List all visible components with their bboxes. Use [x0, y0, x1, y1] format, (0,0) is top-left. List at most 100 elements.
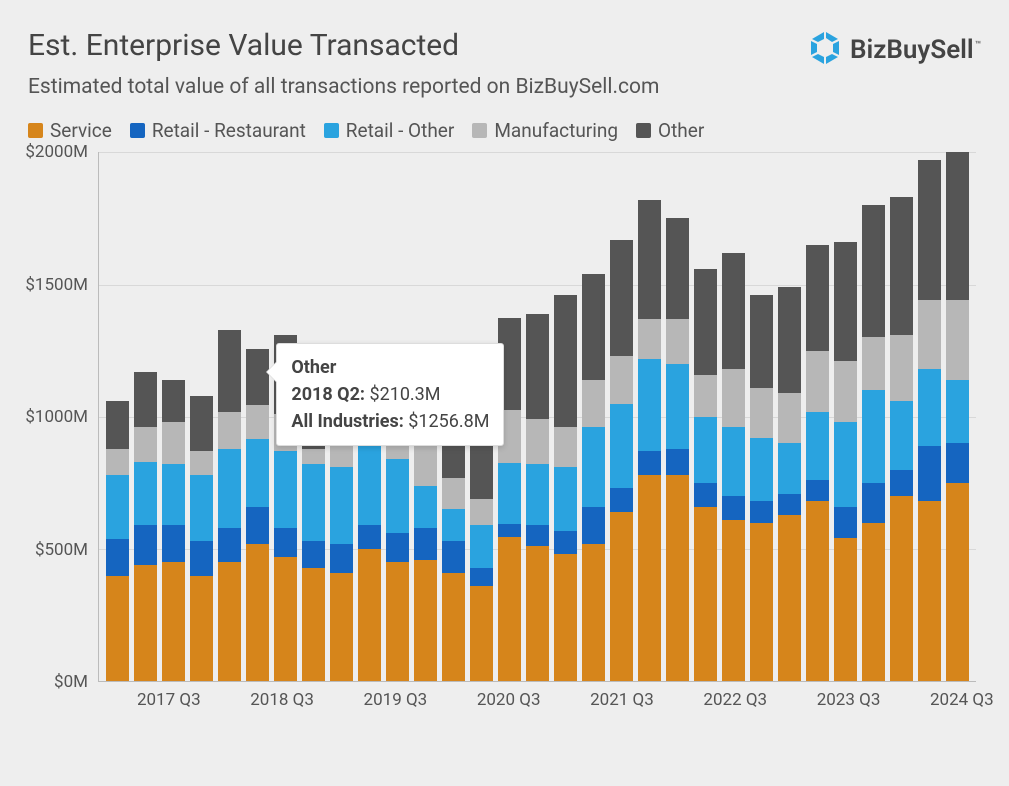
- bar-segment-service[interactable]: [414, 560, 437, 682]
- bar-segment-manufacturing[interactable]: [302, 449, 325, 465]
- bar[interactable]: [246, 349, 269, 681]
- bar-segment-restaurant[interactable]: [890, 470, 913, 496]
- bar-segment-other[interactable]: [526, 314, 549, 420]
- bar-segment-restaurant[interactable]: [470, 568, 493, 587]
- bar-segment-manufacturing[interactable]: [526, 419, 549, 464]
- bar-segment-manufacturing[interactable]: [162, 422, 185, 464]
- bar-segment-manufacturing[interactable]: [190, 451, 213, 475]
- bar-segment-retail_other[interactable]: [162, 464, 185, 525]
- bar-segment-manufacturing[interactable]: [750, 388, 773, 438]
- bar-segment-retail_other[interactable]: [666, 364, 689, 449]
- bar-segment-retail_other[interactable]: [498, 463, 521, 524]
- bar-segment-retail_other[interactable]: [834, 422, 857, 507]
- bar[interactable]: [918, 160, 941, 681]
- bar-segment-manufacturing[interactable]: [470, 499, 493, 525]
- bar-segment-retail_other[interactable]: [806, 412, 829, 481]
- bar-segment-service[interactable]: [750, 523, 773, 682]
- bar-segment-manufacturing[interactable]: [778, 393, 801, 443]
- bar-segment-restaurant[interactable]: [862, 483, 885, 523]
- bar-segment-manufacturing[interactable]: [582, 380, 605, 428]
- bar-segment-manufacturing[interactable]: [134, 427, 157, 461]
- bar-segment-restaurant[interactable]: [918, 446, 941, 502]
- bar-segment-restaurant[interactable]: [218, 528, 241, 562]
- bar-segment-service[interactable]: [106, 576, 129, 682]
- bar[interactable]: [722, 253, 745, 681]
- bar-segment-restaurant[interactable]: [386, 533, 409, 562]
- bar[interactable]: [638, 200, 661, 681]
- bar[interactable]: [946, 152, 969, 681]
- bar-segment-retail_other[interactable]: [918, 369, 941, 446]
- bar[interactable]: [302, 414, 325, 681]
- bar-segment-service[interactable]: [918, 501, 941, 681]
- bar-segment-manufacturing[interactable]: [414, 443, 437, 485]
- bar[interactable]: [834, 242, 857, 681]
- bar-segment-retail_other[interactable]: [134, 462, 157, 525]
- bar-segment-retail_other[interactable]: [946, 380, 969, 443]
- bar-segment-service[interactable]: [554, 554, 577, 681]
- legend-item-restaurant[interactable]: Retail - Restaurant: [130, 119, 306, 142]
- bar-segment-other[interactable]: [666, 218, 689, 319]
- bar-segment-restaurant[interactable]: [414, 528, 437, 560]
- bar-segment-manufacturing[interactable]: [862, 337, 885, 390]
- legend-item-manufacturing[interactable]: Manufacturing: [472, 119, 618, 142]
- bar-segment-manufacturing[interactable]: [694, 375, 717, 417]
- bar-segment-retail_other[interactable]: [274, 451, 297, 528]
- bar-segment-retail_other[interactable]: [722, 427, 745, 496]
- bar-segment-retail_other[interactable]: [414, 486, 437, 528]
- bar-segment-manufacturing[interactable]: [554, 427, 577, 467]
- bar-segment-manufacturing[interactable]: [806, 351, 829, 412]
- bar-segment-other[interactable]: [890, 197, 913, 335]
- bar-segment-retail_other[interactable]: [638, 359, 661, 452]
- bar-segment-other[interactable]: [806, 245, 829, 351]
- bar-segment-service[interactable]: [890, 496, 913, 681]
- bar-segment-service[interactable]: [134, 565, 157, 681]
- bar-segment-manufacturing[interactable]: [834, 361, 857, 422]
- bar-segment-retail_other[interactable]: [218, 449, 241, 528]
- bar-segment-other[interactable]: [750, 295, 773, 388]
- bar[interactable]: [582, 274, 605, 681]
- bar[interactable]: [666, 218, 689, 681]
- bar-segment-restaurant[interactable]: [554, 531, 577, 555]
- bar-segment-manufacturing[interactable]: [246, 405, 269, 439]
- bar-segment-retail_other[interactable]: [442, 509, 465, 541]
- bar[interactable]: [190, 396, 213, 682]
- bar-segment-restaurant[interactable]: [106, 539, 129, 576]
- bar-segment-restaurant[interactable]: [806, 480, 829, 501]
- bar-segment-service[interactable]: [162, 562, 185, 681]
- bar-segment-other[interactable]: [946, 152, 969, 300]
- bar-segment-restaurant[interactable]: [190, 541, 213, 575]
- bar-segment-service[interactable]: [610, 512, 633, 681]
- bar-segment-other[interactable]: [778, 287, 801, 393]
- bar[interactable]: [750, 295, 773, 681]
- bar-segment-other[interactable]: [554, 295, 577, 427]
- bar-segment-service[interactable]: [386, 562, 409, 681]
- bar-segment-restaurant[interactable]: [694, 483, 717, 507]
- bar[interactable]: [806, 245, 829, 681]
- bar-segment-retail_other[interactable]: [750, 438, 773, 501]
- bar-segment-manufacturing[interactable]: [918, 300, 941, 369]
- bar-segment-restaurant[interactable]: [498, 524, 521, 537]
- bar-segment-retail_other[interactable]: [190, 475, 213, 541]
- bar-segment-service[interactable]: [498, 537, 521, 681]
- bar-segment-service[interactable]: [302, 568, 325, 682]
- bar-segment-service[interactable]: [666, 475, 689, 681]
- bar[interactable]: [470, 446, 493, 681]
- bar-segment-retail_other[interactable]: [862, 390, 885, 483]
- bar-segment-retail_other[interactable]: [554, 467, 577, 530]
- legend-item-retail_other[interactable]: Retail - Other: [324, 119, 455, 142]
- bar[interactable]: [694, 269, 717, 682]
- bar-segment-service[interactable]: [442, 573, 465, 681]
- bar-segment-restaurant[interactable]: [330, 544, 353, 573]
- bar-segment-manufacturing[interactable]: [722, 369, 745, 427]
- bar[interactable]: [778, 287, 801, 681]
- bar-segment-service[interactable]: [638, 475, 661, 681]
- bar-segment-service[interactable]: [694, 507, 717, 682]
- bar-segment-restaurant[interactable]: [722, 496, 745, 520]
- bar-segment-manufacturing[interactable]: [946, 300, 969, 379]
- bar-segment-retail_other[interactable]: [246, 439, 269, 507]
- bar-segment-manufacturing[interactable]: [106, 449, 129, 475]
- legend-item-other[interactable]: Other: [636, 119, 704, 142]
- bar[interactable]: [106, 401, 129, 681]
- bar-segment-other[interactable]: [106, 401, 129, 449]
- bar-segment-restaurant[interactable]: [162, 525, 185, 562]
